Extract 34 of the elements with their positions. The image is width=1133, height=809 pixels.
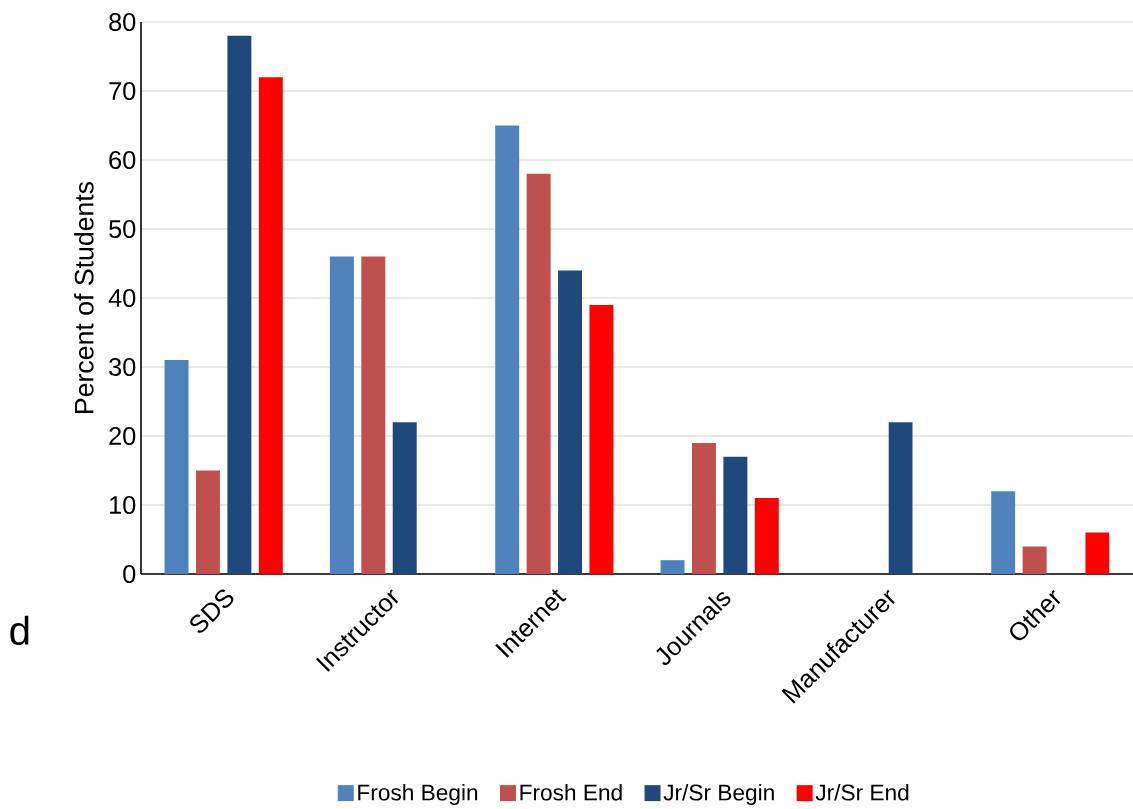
bar: [888, 422, 913, 574]
y-axis-title: Percent of Students: [74, 181, 94, 413]
bar: [195, 470, 220, 574]
bar: [258, 77, 283, 574]
y-tick-label: 80: [109, 13, 136, 31]
bar: [361, 256, 386, 574]
bar: [227, 35, 252, 574]
y-tick-label: 20: [109, 427, 136, 445]
text: d: [10, 615, 29, 646]
y-tick-label: 60: [109, 151, 136, 169]
y-tick-label: 30: [109, 358, 136, 376]
bar: [723, 456, 748, 574]
bar: [991, 491, 1016, 574]
bar: [589, 304, 614, 574]
y-tick-label: 0: [123, 565, 136, 583]
bar: [660, 560, 685, 574]
bar: [495, 125, 520, 574]
legend-label: Frosh End: [520, 783, 622, 801]
bar: [558, 270, 583, 574]
y-tick-label: 10: [110, 496, 136, 514]
bar: [691, 442, 716, 574]
legend-label: Jr/Sr Begin: [663, 783, 774, 806]
y-tick-label: 50: [109, 220, 136, 238]
y-tick-label: 70: [109, 82, 136, 100]
legend-label: Frosh Begin: [358, 783, 478, 806]
bar: [754, 498, 779, 574]
bar: [1022, 546, 1047, 574]
bar: [1085, 532, 1110, 574]
legend-label: Jr/Sr End: [815, 783, 909, 801]
bar: [392, 422, 417, 574]
bar: [329, 256, 354, 574]
bar: [526, 173, 551, 574]
y-tick-label: 40: [108, 289, 136, 307]
bar: [164, 360, 189, 574]
